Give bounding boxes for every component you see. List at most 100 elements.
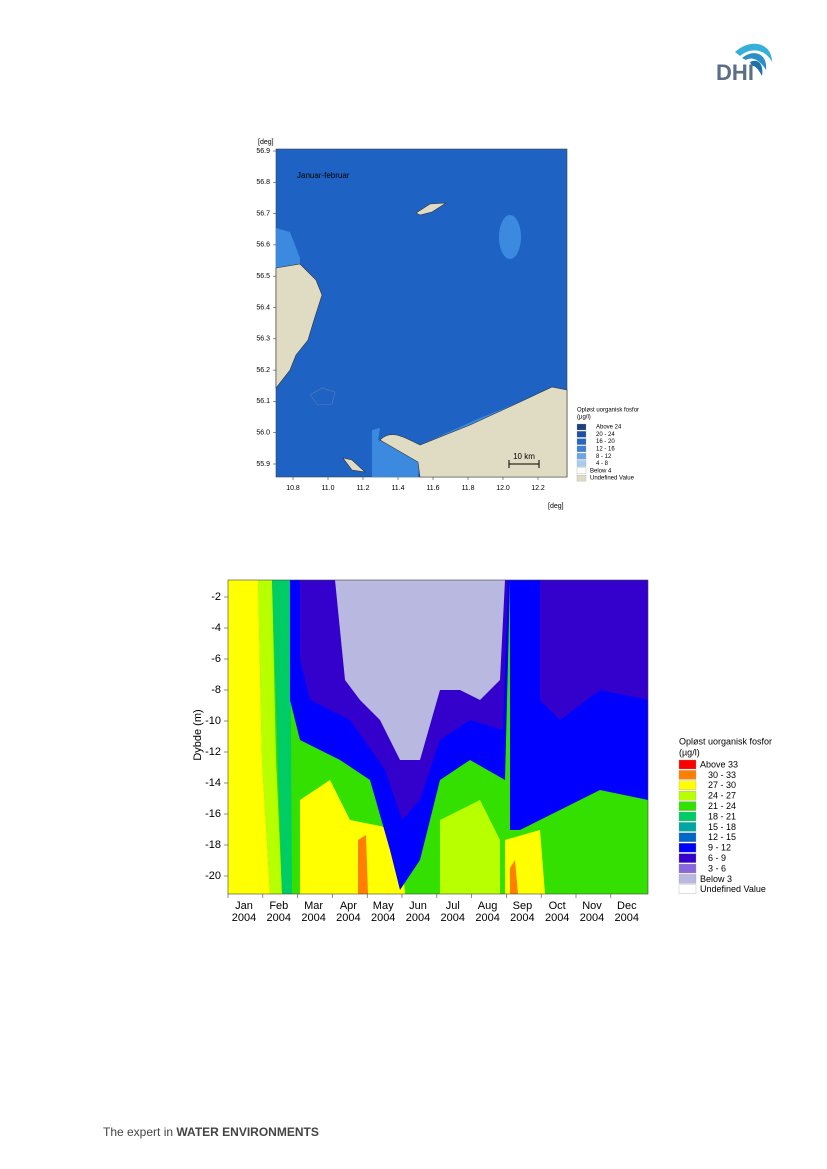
legend-label: Above 33 [700, 759, 738, 769]
y-tick-label: -14 [205, 777, 221, 789]
legend-swatch [576, 474, 587, 482]
x-tick-year: 2004 [232, 912, 256, 924]
y-tick-label: 56.2 [256, 367, 270, 374]
legend-label: 3 - 6 [708, 863, 726, 873]
legend-label: 9 - 12 [708, 843, 731, 853]
legend-label: 16 - 20 [596, 439, 615, 445]
x-tick-label: 10.8 [286, 485, 300, 492]
legend-swatch [678, 801, 697, 811]
legend-swatch [576, 431, 587, 438]
y-axis-label: Dybde (m) [192, 709, 204, 760]
y-tick-label: -16 [205, 808, 221, 820]
legend-swatch [678, 843, 697, 853]
legend-swatch [678, 811, 697, 822]
legend-swatch [678, 822, 697, 832]
x-tick-year: 2004 [441, 912, 465, 924]
y-unit: [deg] [258, 139, 274, 146]
legend-swatch [678, 853, 697, 863]
x-tick-month: Jan [235, 900, 253, 912]
x-tick-year: 2004 [510, 912, 534, 924]
x-tick-year: 2004 [545, 912, 569, 924]
x-tick-year: 2004 [615, 912, 639, 924]
y-tick-label: 55.9 [256, 461, 270, 468]
legend-label: 21 - 24 [708, 801, 736, 811]
x-tick-month: Jul [446, 900, 460, 912]
footer-emphasis: WATER ENVIRONMENTS [176, 1125, 318, 1139]
x-tick-label: 11.8 [461, 485, 474, 492]
x-tick-month: Apr [340, 900, 357, 912]
x-tick-year: 2004 [406, 912, 430, 924]
y-tick-label: 56.1 [256, 398, 270, 405]
legend-label: Undefined Value [590, 476, 635, 482]
x-tick-year: 2004 [475, 912, 499, 924]
legend-swatch [678, 863, 697, 874]
logo-text: DHI [716, 60, 754, 85]
legend-swatch [678, 770, 697, 780]
y-tick-label: 56.0 [256, 430, 270, 437]
x-tick-month: Sep [513, 900, 533, 912]
x-tick-month: Aug [478, 900, 498, 912]
legend-title: Opløst uorganisk fosfor [679, 736, 772, 746]
legend-label: 24 - 27 [708, 791, 736, 801]
x-unit: [deg] [548, 503, 564, 510]
x-tick-month: Oct [549, 900, 566, 912]
x-tick-label: 12.0 [496, 485, 510, 492]
legend-label: Below 3 [700, 874, 732, 884]
legend-label: 18 - 21 [708, 811, 736, 821]
y-tick-label: -18 [205, 839, 221, 851]
legend-swatch [576, 445, 587, 453]
x-tick-month: Jun [409, 900, 427, 912]
y-tick-label: -6 [211, 653, 221, 665]
y-tick-label: 56.5 [256, 273, 270, 280]
legend-label: Undefined Value [700, 884, 766, 894]
x-tick-year: 2004 [301, 912, 325, 924]
x-tick-month: May [373, 900, 394, 912]
y-tick-label: -10 [205, 715, 221, 727]
legend-title: Opløst uorganisk fosfor [577, 408, 639, 414]
x-tick-year: 2004 [371, 912, 395, 924]
x-tick-label: 11.6 [426, 485, 439, 492]
legend-swatch [576, 453, 587, 460]
legend-swatch [576, 423, 587, 431]
y-tick-label: 56.7 [256, 210, 270, 217]
y-tick-label: 56.8 [256, 179, 270, 186]
x-tick-year: 2004 [267, 912, 291, 924]
legend-label: 8 - 12 [596, 454, 612, 460]
scale-bar-label: 10 km [513, 452, 535, 461]
legend-swatch [678, 832, 697, 842]
legend-label: Below 4 [590, 468, 612, 474]
legend-label: 12 - 16 [596, 446, 615, 452]
legend-label: 6 - 9 [708, 853, 726, 863]
logo: DHI [716, 43, 772, 85]
map-annotation: Januar-februar [297, 171, 350, 180]
depth-profile: Dybde (m) Opløst uorganisk fosfor (µg/l) [192, 579, 772, 895]
y-tick-label: -20 [205, 870, 221, 882]
footer-lead: The expert in [103, 1125, 173, 1139]
legend-swatch [576, 460, 587, 467]
legend-label: 15 - 18 [708, 822, 736, 832]
legend-label: 20 - 24 [596, 432, 615, 438]
x-tick-label: 11.0 [321, 485, 334, 492]
x-tick-month: Mar [304, 900, 323, 912]
x-tick-month: Feb [269, 900, 288, 912]
legend-label: 30 - 33 [708, 770, 736, 780]
y-tick-label: -12 [205, 746, 221, 758]
y-tick-label: -4 [211, 622, 221, 634]
x-tick-label: 12.2 [531, 485, 545, 492]
legend-swatch [678, 884, 697, 894]
legend-swatch [576, 467, 587, 474]
x-tick-year: 2004 [336, 912, 360, 924]
legend-label: 12 - 15 [708, 832, 736, 842]
legend-label: Above 24 [596, 425, 622, 431]
x-tick-month: Nov [582, 900, 602, 912]
x-tick-year: 2004 [580, 912, 604, 924]
y-tick-label: -2 [211, 591, 221, 603]
legend-swatch [576, 438, 587, 445]
legend-label: 27 - 30 [708, 780, 736, 790]
footer-text: The expert in WATER ENVIRONMENTS [103, 1125, 319, 1139]
map: 10 km Januar-februar [deg] [deg] Opløst … [258, 139, 639, 510]
legend-unit: (µg/l) [679, 747, 700, 757]
legend-swatch [678, 759, 697, 770]
legend-unit: (µg/l) [577, 415, 591, 421]
